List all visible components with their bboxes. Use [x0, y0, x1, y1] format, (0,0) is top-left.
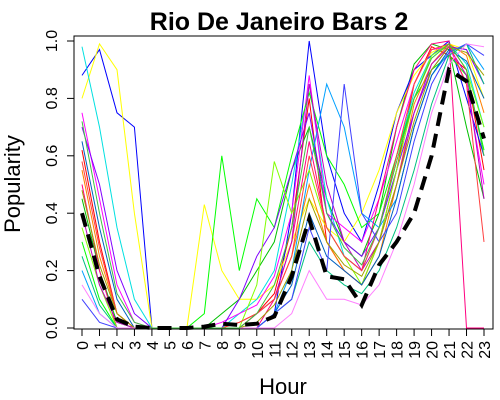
chart-title: Rio De Janeiro Bars 2 — [150, 8, 408, 36]
x-tick-label-13: 13 — [302, 341, 319, 359]
x-tick-label-3: 3 — [127, 341, 144, 350]
y-axis: 0.0 0.2 0.4 0.6 0.8 1.0 — [44, 30, 75, 339]
series-line-4 — [81, 42, 485, 329]
y-tick-label-1: 0.2 — [44, 259, 61, 281]
y-tick-label-2: 0.4 — [44, 202, 61, 224]
x-tick-label-16: 16 — [355, 341, 372, 359]
x-tick-label-0: 0 — [75, 341, 92, 350]
series-line-5 — [81, 43, 485, 329]
x-tick-label-19: 19 — [407, 341, 424, 359]
x-tick-label-11: 11 — [267, 341, 284, 358]
x-tick-label-10: 10 — [250, 341, 267, 359]
x-tick-label-4: 4 — [145, 341, 162, 350]
x-tick-label-20: 20 — [425, 341, 442, 359]
x-tick-label-21: 21 — [442, 341, 459, 359]
x-tick-label-5: 5 — [162, 341, 179, 350]
y-tick-label-0: 0.0 — [44, 317, 61, 339]
x-axis-label: Hour — [259, 374, 307, 399]
x-axis: 0 1 2 3 4 5 6 7 8 9 10 11 12 13 14 15 16 17 18 19 20 21 22 23 — [75, 328, 494, 359]
x-tick-label-14: 14 — [320, 341, 337, 359]
x-tick-label-12: 12 — [285, 341, 302, 359]
x-tick-label-18: 18 — [390, 341, 407, 359]
x-tick-label-7: 7 — [197, 341, 214, 350]
y-tick-label-3: 0.6 — [44, 145, 61, 167]
y-axis-label: Popularity — [0, 135, 25, 233]
x-tick-label-22: 22 — [460, 341, 477, 359]
mean-series-line — [80, 66, 486, 330]
x-tick-label-1: 1 — [92, 341, 109, 350]
x-tick-label-23: 23 — [477, 341, 494, 359]
x-tick-label-8: 8 — [215, 341, 232, 350]
series-layer — [80, 40, 486, 330]
x-tick-label-6: 6 — [180, 341, 197, 350]
x-tick-label-15: 15 — [337, 341, 354, 359]
x-tick-label-9: 9 — [232, 341, 249, 350]
x-tick-label-17: 17 — [372, 341, 389, 359]
y-tick-label-4: 0.8 — [44, 87, 61, 109]
y-tick-label-5: 1.0 — [44, 30, 61, 52]
x-tick-label-2: 2 — [110, 341, 127, 350]
